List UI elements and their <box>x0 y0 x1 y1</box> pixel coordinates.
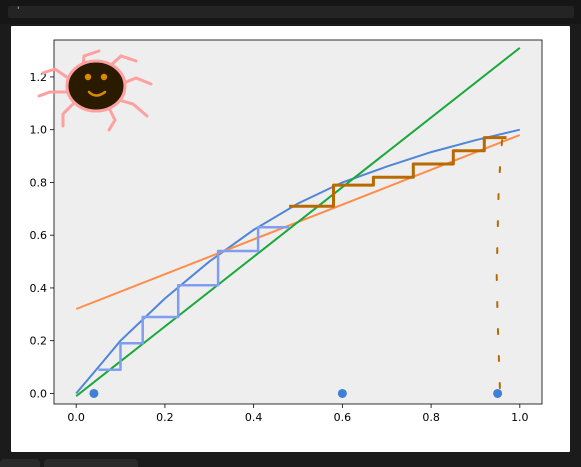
bottom-tab[interactable] <box>44 459 138 467</box>
feed-point <box>493 388 503 398</box>
toolbar-glyph: ' <box>17 6 20 16</box>
window-bottom-bar <box>0 456 581 467</box>
spider-body <box>65 59 127 113</box>
spider-leg <box>107 54 138 69</box>
x-tick-label: 0.8 <box>422 411 440 424</box>
x-tick-label: 1.0 <box>511 411 529 424</box>
y-tick-label: 0.0 <box>30 387 48 400</box>
chart-svg: 0.0 0.2 0.4 0.6 0.8 1.0 0.00.20.40.60.81.01.2 <box>30 39 543 424</box>
spider-leg <box>61 102 75 128</box>
stripping-dashed-tail <box>495 139 504 390</box>
toolbar-strip <box>8 6 574 18</box>
window-top-bar: ' <box>0 0 581 24</box>
x-axis-ticks: 0.0 0.2 0.4 0.6 0.8 1.0 <box>67 404 529 424</box>
x-tick-label: 0.0 <box>67 411 85 424</box>
spider-smile <box>87 90 107 97</box>
spider-leg <box>41 67 73 82</box>
y-tick-label: 0.6 <box>30 229 48 242</box>
y-tick-label: 0.4 <box>30 282 48 295</box>
feed-point <box>337 388 347 398</box>
equilibrium-curve <box>75 128 521 395</box>
y-tick-label: 1.0 <box>30 124 48 137</box>
bottom-tab[interactable] <box>0 459 40 467</box>
y-tick-label: 0.2 <box>30 335 48 348</box>
y-tick-label: 0.8 <box>30 176 48 189</box>
series-layer <box>75 47 521 398</box>
rectifying-stair-steps <box>98 226 290 371</box>
x-tick-label: 0.6 <box>334 411 352 424</box>
diagonal-line <box>75 47 521 397</box>
spider-doodle-image <box>37 49 153 132</box>
spider-leg <box>117 98 149 118</box>
spider-leg <box>37 90 69 98</box>
plot-figure: 0.0 0.2 0.4 0.6 0.8 1.0 0.0 0.2 0.4 0.6 0.8 1.0 1.2 <box>11 26 570 452</box>
spider-eye <box>100 73 108 81</box>
y-axis-ticks: 0.00.20.40.60.81.01.2 <box>30 71 54 400</box>
x-tick-label: 0.2 <box>156 411 174 424</box>
stripping-stair-steps <box>289 136 507 208</box>
feed-point <box>89 388 99 398</box>
spider-eye <box>84 73 92 81</box>
x-tick-label: 0.4 <box>245 411 263 424</box>
spider-leg <box>107 106 117 132</box>
